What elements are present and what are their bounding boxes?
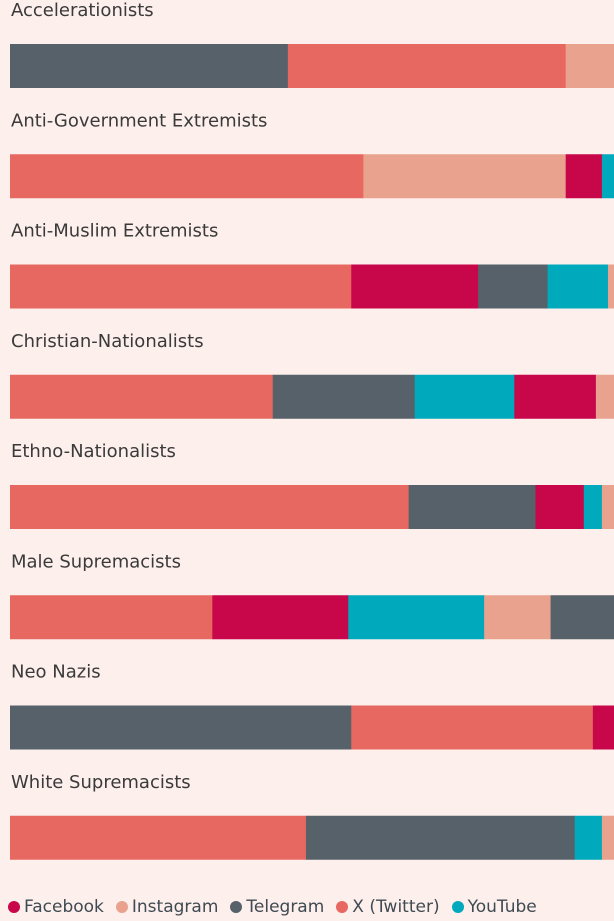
category-label: Anti-Government Extremists — [11, 110, 267, 131]
bar-segment-facebook — [592, 705, 614, 750]
bar-segment-telegram — [10, 705, 352, 750]
legend-swatch-youtube — [451, 901, 464, 913]
category-label: White Supremacists — [11, 772, 191, 793]
bar-segment-x-twitter — [10, 264, 352, 309]
legend-item-x-twitter: X (Twitter) — [336, 897, 440, 917]
category-label: Accelerationists — [11, 0, 154, 21]
bar-segment-x-twitter — [10, 374, 274, 419]
bar-segment-telegram — [478, 264, 548, 309]
bar-segment-instagram — [601, 485, 614, 529]
category-label: Male Supremacists — [11, 551, 181, 572]
bar-segment-instagram — [595, 374, 614, 419]
category-label: Neo Nazis — [11, 662, 101, 683]
legend-swatch-x-twitter — [336, 901, 349, 913]
legend-item-facebook: Facebook — [8, 897, 104, 917]
bar-segment-youtube — [547, 264, 609, 309]
bar-segment-youtube — [583, 485, 603, 529]
bar-segment-facebook — [351, 264, 479, 309]
legend-label-telegram: Telegram — [246, 897, 325, 917]
bar-segment-youtube — [414, 374, 515, 419]
category-label: Anti-Muslim Extremists — [11, 221, 218, 242]
category-label: Christian-Nationalists — [11, 331, 204, 352]
bar-segment-x-twitter — [10, 154, 364, 199]
bar-segment-youtube — [574, 815, 603, 860]
bar-segment-x-twitter — [10, 485, 410, 529]
legend-label-instagram: Instagram — [131, 897, 219, 917]
bar-segment-telegram — [408, 485, 536, 529]
bar-segment-facebook — [514, 374, 597, 419]
bar-segment-x-twitter — [10, 595, 213, 640]
bar-segment-telegram — [10, 44, 289, 88]
bar-segment-telegram — [550, 595, 614, 640]
legend-swatch-instagram — [115, 901, 128, 913]
bar-segment-instagram — [484, 595, 551, 640]
legend-label-facebook: Facebook — [24, 897, 104, 917]
bar-segment-telegram — [305, 815, 576, 860]
bar-segment-instagram — [565, 44, 614, 88]
bar-segment-instagram — [601, 815, 614, 860]
bar-segment-instagram — [607, 264, 614, 309]
bar-segment-youtube — [601, 154, 614, 199]
bar-segment-youtube — [348, 595, 485, 640]
bar-segment-x-twitter — [10, 815, 307, 860]
bar-segment-facebook — [212, 595, 349, 640]
legend-swatch-telegram — [230, 901, 243, 913]
legend-label-x-twitter: X (Twitter) — [352, 897, 440, 917]
legend-item-youtube: YouTube — [451, 897, 537, 917]
bar-segment-x-twitter — [287, 44, 567, 88]
legend-label-youtube: YouTube — [467, 897, 537, 917]
bar-segment-facebook — [565, 154, 603, 199]
bar-segment-instagram — [363, 154, 567, 199]
bar-segment-facebook — [535, 485, 585, 529]
category-label: Ethno-Nationalists — [11, 441, 176, 462]
legend-item-telegram: Telegram — [230, 897, 324, 917]
bar-segment-x-twitter — [351, 705, 594, 750]
bar-segment-telegram — [272, 374, 416, 419]
legend-item-instagram: Instagram — [115, 897, 219, 917]
chart-legend: Facebook Instagram Telegram X (Twitter) … — [8, 895, 537, 919]
legend-swatch-facebook — [8, 901, 20, 913]
